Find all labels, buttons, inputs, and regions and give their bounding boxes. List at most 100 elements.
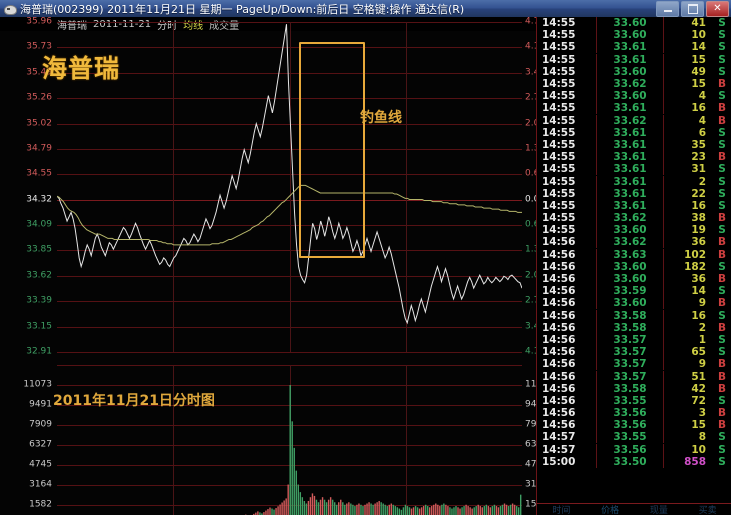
tick-row[interactable]: 14:56 33.56 15 B (537, 419, 731, 432)
percent-axis-tick: 3.41% (525, 67, 536, 78)
percent-axis-tick: 1.37% (525, 244, 536, 255)
tick-divider (663, 212, 664, 225)
tick-time: 14:55 (542, 114, 576, 127)
chart-indicator-average[interactable]: 均线 (183, 20, 204, 32)
volume-bar (420, 507, 423, 515)
price-plot[interactable] (57, 22, 522, 353)
tick-row[interactable]: 14:55 33.60 10 S (537, 29, 731, 42)
tick-divider (663, 370, 664, 383)
price-gridline (57, 352, 522, 353)
tick-time: 14:55 (542, 224, 576, 237)
tick-row[interactable]: 14:55 33.60 19 S (537, 224, 731, 237)
volume-bar (354, 506, 356, 515)
tick-divider (663, 78, 664, 91)
tick-row[interactable]: 14:56 33.56 3 B (537, 407, 731, 420)
tick-row[interactable]: 14:56 33.59 14 S (537, 285, 731, 298)
tick-divider (663, 102, 664, 115)
tick-row[interactable]: 14:55 33.61 15 S (537, 53, 731, 66)
volume-bar (511, 503, 514, 515)
chart-indicator-intraday[interactable]: 分时 (157, 20, 178, 32)
tick-row[interactable]: 14:56 33.57 65 S (537, 346, 731, 359)
tick-row[interactable]: 14:55 33.60 49 S (537, 65, 731, 78)
tick-divider (663, 199, 664, 212)
app-icon (3, 3, 17, 15)
tick-row[interactable]: 14:56 33.62 36 B (537, 236, 731, 249)
volume-bar (291, 421, 293, 515)
tick-row[interactable]: 14:56 33.58 16 S (537, 309, 731, 322)
tick-row[interactable]: 14:56 33.58 42 B (537, 382, 731, 395)
tick-divider (663, 187, 664, 200)
tick-row[interactable]: 14:55 33.61 22 S (537, 187, 731, 200)
tick-bs-flag: S (718, 443, 726, 456)
percent-axis-tick: 4.78% (525, 17, 536, 27)
volume-bar (426, 506, 429, 515)
tick-divider (596, 248, 597, 261)
tick-bs-flag: S (718, 138, 726, 151)
volume-bar (360, 504, 362, 515)
tick-bs-flag: S (718, 126, 726, 139)
volume-bar (439, 506, 441, 515)
tick-row[interactable]: 14:55 33.62 4 B (537, 114, 731, 127)
tick-bs-flag: S (718, 65, 726, 78)
price-axis-tick: 33.39 (26, 295, 52, 306)
tick-row[interactable]: 14:56 33.57 9 B (537, 358, 731, 371)
tick-bs-flag: S (718, 187, 726, 200)
annotation-fishing-line: 钓鱼线 (360, 110, 402, 126)
volume-bar (362, 506, 364, 515)
tick-row[interactable]: 14:56 33.60 36 B (537, 273, 731, 286)
percent-axis-tick: 2.73% (525, 92, 536, 103)
tick-volume: 16 (691, 102, 706, 115)
tick-divider (596, 260, 597, 273)
tick-row[interactable]: 14:55 33.61 6 S (537, 126, 731, 139)
tick-row[interactable]: 14:55 33.60 4 S (537, 90, 731, 103)
tick-time: 15:00 (542, 455, 576, 468)
tick-bs-flag: S (718, 333, 726, 346)
tick-row[interactable]: 14:55 33.61 31 S (537, 163, 731, 176)
tick-price: 33.61 (613, 163, 647, 176)
tick-price: 33.57 (613, 370, 647, 383)
tick-row[interactable]: 14:56 33.60 9 B (537, 297, 731, 310)
volume-plot[interactable] (57, 365, 522, 515)
tick-row[interactable]: 14:56 33.57 1 S (537, 333, 731, 346)
tick-table[interactable]: 14:55 33.60 41 S 14:55 33.60 10 S 14:55 33.61 14 S 1… (536, 17, 731, 515)
volume-bar (352, 504, 354, 515)
volume-bar (491, 506, 494, 515)
intraday-chart-panel[interactable]: 海普瑞 2011-11-21 分时 均线 成交量 35.96 35.73 35.49… (0, 17, 536, 515)
tick-row[interactable]: 14:55 33.62 15 B (537, 78, 731, 91)
tick-row[interactable]: 14:55 33.62 38 B (537, 212, 731, 225)
chart-indicator-volume[interactable]: 成交量 (209, 20, 240, 32)
tick-row[interactable]: 14:55 33.60 41 S (537, 17, 731, 30)
tick-row[interactable]: 14:56 33.58 2 B (537, 321, 731, 334)
tick-time: 14:56 (542, 370, 576, 383)
tick-row[interactable]: 14:55 33.61 16 S (537, 199, 731, 212)
tick-row[interactable]: 14:55 33.61 23 B (537, 151, 731, 164)
tick-row[interactable]: 14:55 33.61 14 S (537, 41, 731, 54)
tick-row[interactable]: 14:56 33.55 72 S (537, 394, 731, 407)
maximize-button[interactable] (681, 1, 704, 17)
volume-bar (400, 509, 403, 515)
tick-divider (663, 346, 664, 359)
tick-row[interactable]: 14:55 33.61 16 B (537, 102, 731, 115)
tick-row[interactable]: 14:56 33.60 182 S (537, 260, 731, 273)
tick-bs-flag: S (718, 285, 726, 298)
volume-axis-tick: 9491 (29, 399, 52, 410)
chart-stock-name: 海普瑞 (57, 20, 87, 32)
tick-row[interactable]: 14:55 33.61 35 S (537, 138, 731, 151)
tick-divider (663, 17, 664, 30)
tick-row[interactable]: 14:55 33.61 2 S (537, 175, 731, 188)
tick-price: 33.61 (613, 187, 647, 200)
tick-time: 14:56 (542, 358, 576, 371)
tick-row[interactable]: 14:57 33.55 8 S (537, 431, 731, 444)
tick-price: 33.57 (613, 333, 647, 346)
tick-row[interactable]: 14:56 33.63 102 B (537, 248, 731, 261)
tick-divider (663, 175, 664, 188)
minimize-button[interactable] (656, 1, 679, 17)
tick-row[interactable]: 15:00 33.50 858 S (537, 455, 731, 468)
tick-row[interactable]: 14:56 33.57 51 B (537, 370, 731, 383)
close-button[interactable]: ✕ (706, 1, 729, 17)
tick-row[interactable]: 14:57 33.56 10 S (537, 443, 731, 456)
price-axis-tick: 34.55 (26, 168, 52, 179)
tick-table-body[interactable]: 14:55 33.60 41 S 14:55 33.60 10 S 14:55 33.61 14 S 1… (537, 17, 731, 468)
session-gridline (173, 365, 175, 515)
